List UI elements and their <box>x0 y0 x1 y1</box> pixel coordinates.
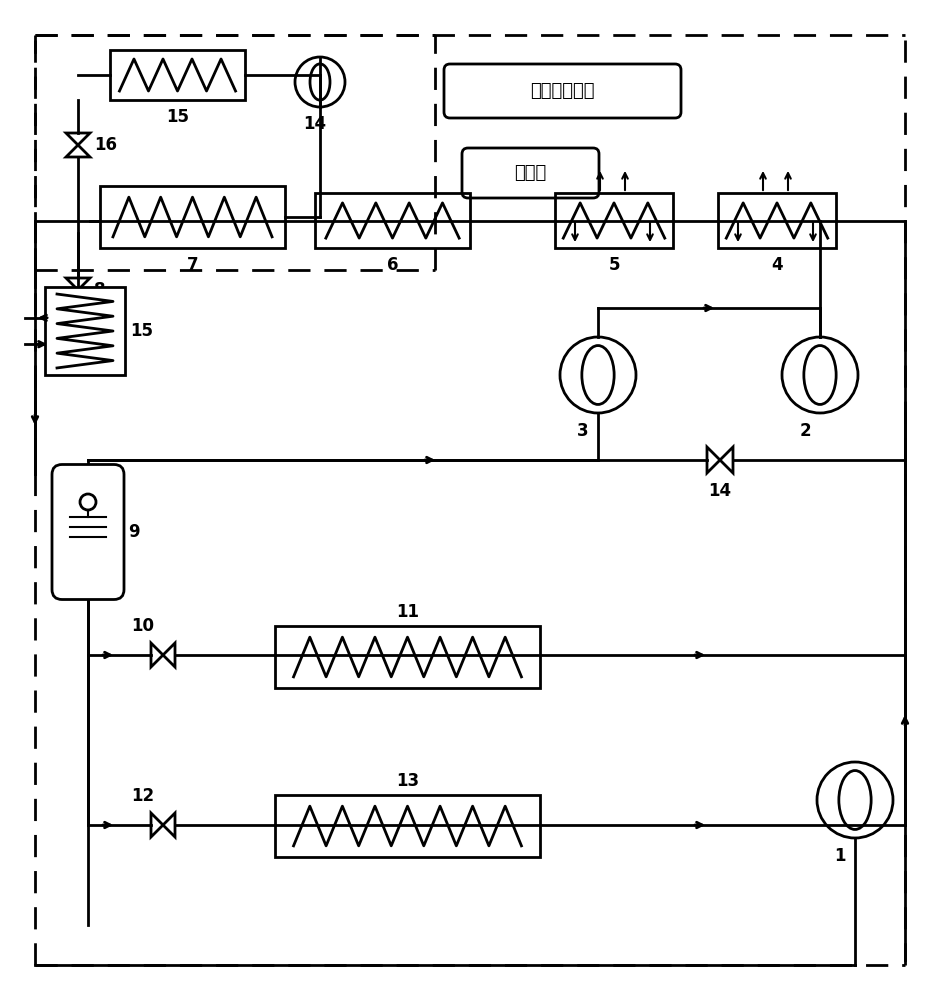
Text: 10: 10 <box>132 617 154 635</box>
Text: 11: 11 <box>396 603 419 621</box>
Text: 2: 2 <box>799 422 811 440</box>
Text: 8: 8 <box>94 281 105 299</box>
Text: 16: 16 <box>94 136 117 154</box>
Text: 14: 14 <box>709 482 731 500</box>
Bar <box>275 795 540 857</box>
Bar <box>100 186 285 248</box>
FancyBboxPatch shape <box>444 64 681 118</box>
Text: 6: 6 <box>386 256 399 274</box>
Text: 14: 14 <box>304 115 326 133</box>
Text: 12: 12 <box>132 787 154 805</box>
Bar <box>45 287 125 375</box>
Text: 主循环: 主循环 <box>514 164 546 182</box>
Text: 15: 15 <box>166 108 189 126</box>
FancyBboxPatch shape <box>462 148 599 198</box>
Bar <box>555 193 673 248</box>
Text: 15: 15 <box>130 322 153 340</box>
Text: 4: 4 <box>771 256 783 274</box>
Text: 7: 7 <box>187 256 198 274</box>
Bar <box>718 193 836 248</box>
Text: 5: 5 <box>608 256 619 274</box>
Text: 1: 1 <box>835 847 846 865</box>
Text: 13: 13 <box>396 772 419 790</box>
FancyBboxPatch shape <box>52 464 124 599</box>
Text: 3: 3 <box>577 422 588 440</box>
Text: 9: 9 <box>128 523 140 541</box>
Bar <box>315 193 470 248</box>
Text: 机械过冷循环: 机械过冷循环 <box>530 82 594 100</box>
Bar <box>110 50 245 100</box>
Bar <box>275 626 540 688</box>
